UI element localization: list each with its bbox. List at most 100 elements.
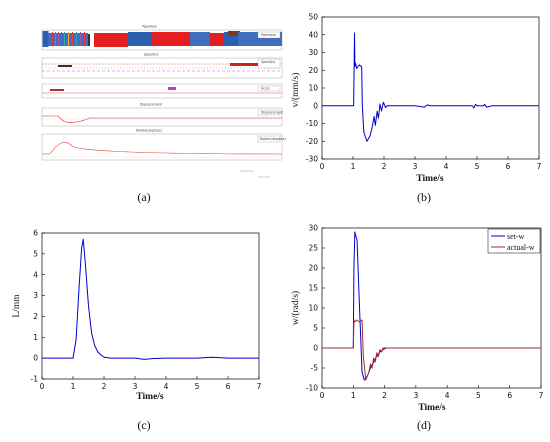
panel-c-ytick-label: 2 — [33, 312, 38, 321]
panel-c-xtick-label: 0 — [40, 382, 45, 391]
panel-a-legend — [257, 109, 281, 116]
panel-c-xtick-label: 2 — [102, 382, 107, 391]
panel-a-block — [168, 87, 176, 90]
panel-d-ticks: 0 1 2 3 4 5 6 7 -10 -5 0 5 10 15 20 25 30 — [306, 224, 544, 400]
panel-b-ytick-label: 50 — [308, 13, 318, 22]
panel-a-footer-mark — [258, 176, 270, 178]
panel-d-ytick-label: 25 — [308, 244, 318, 253]
caption-d: (d) — [417, 418, 431, 432]
panel-a-subplot-5-frame — [41, 133, 283, 161]
panel-a-bar — [128, 32, 152, 46]
panel-d-ytick-label: 20 — [308, 264, 318, 273]
panel-a-legend — [257, 31, 281, 39]
panel-a-bar — [210, 33, 224, 46]
panel-a-subplot-2: Speed(v) Speed(v) — [41, 53, 283, 79]
panel-a-subplot-3-frame — [41, 83, 283, 99]
panel-b-xtick-label: 6 — [506, 162, 511, 171]
panel-a: Pgearbox Pgearbox Spee — [41, 25, 286, 178]
panel-a-block — [58, 65, 72, 67]
panel-d-xtick-label: 3 — [413, 391, 418, 400]
panel-a-legend — [257, 135, 281, 143]
panel-a-trace — [42, 115, 282, 123]
panel-b-ytick-label: 20 — [308, 66, 318, 75]
panel-b-ytick-label: 30 — [308, 48, 318, 57]
panel-a-subplot-5: Rotate(degrees) Rotate(degrees) — [41, 129, 286, 161]
panel-a-subplot-4-frame — [41, 107, 283, 127]
panel-a-bar — [42, 31, 49, 47]
panel-a-legend-label: Speed(v) — [261, 60, 275, 64]
panel-d-ytick-label: -5 — [311, 364, 319, 373]
panel-d-xlabel: Time/s — [418, 403, 446, 413]
panel-d-ytick-label: 5 — [313, 324, 318, 333]
panel-b-ytick-label: 10 — [308, 84, 318, 93]
panel-d-ytick-label: 0 — [313, 344, 318, 353]
panel-a-bar — [228, 31, 240, 36]
panel-d-xtick-label: 2 — [382, 391, 387, 400]
panel-d-ytick-label: 15 — [308, 284, 318, 293]
panel-a-subplot-4: Displacement Displacement — [41, 103, 284, 127]
panel-a-footer-mark — [240, 170, 254, 172]
panel-d-xtick-label: 1 — [351, 391, 356, 400]
panel-a-legend-label: Rotate(degrees) — [260, 137, 286, 141]
panel-a-legend-label: Pgearbox — [261, 33, 276, 37]
panel-b-xtick-label: 4 — [444, 162, 449, 171]
panel-a-legend — [257, 85, 281, 92]
panel-a-bar — [152, 32, 190, 46]
panel-d-xtick-label: 0 — [320, 391, 325, 400]
panel-d-xtick-label: 6 — [507, 391, 512, 400]
panel-a-stripes — [52, 32, 85, 46]
panel-a-subplot-3: Accel — [41, 83, 283, 99]
panel-b-ytick-label: -10 — [306, 119, 318, 128]
panel-c-ylabel: L/mm — [12, 294, 22, 318]
panel-d-legend-label-actual-w: actual-w — [507, 243, 535, 252]
panel-c-ytick-label: 5 — [33, 249, 38, 258]
panel-b-series-line-0 — [322, 32, 539, 142]
panel-a-trace — [42, 142, 283, 155]
panel-a-subplot-5-title: Rotate(degrees) — [136, 129, 162, 133]
panel-b-xtick-label: 5 — [475, 162, 480, 171]
panel-c-ytick-label: 6 — [33, 229, 38, 238]
panel-a-block — [230, 63, 260, 66]
panel-b-xtick-label: 7 — [537, 162, 542, 171]
panel-b-ytick-label: -30 — [306, 155, 318, 164]
panel-c-ytick-label: 0 — [33, 354, 38, 363]
panel-c-xtick-label: 6 — [226, 382, 231, 391]
panel-b-ylabel: v/(mm/s) — [290, 73, 301, 108]
panel-c-xtick-label: 1 — [71, 382, 76, 391]
panel-d-xtick-label: 4 — [445, 391, 450, 400]
panel-c-xtick-label: 3 — [133, 382, 138, 391]
panel-a-subplot-1-title: Pgearbox — [142, 25, 157, 29]
caption-b: (b) — [417, 190, 431, 204]
panel-d-legend-label-set-w: set-w — [507, 232, 525, 241]
panel-a-bar — [94, 33, 128, 47]
panel-a-subplot-2-title: Speed(v) — [144, 53, 158, 57]
panel-c-axes-frame — [41, 232, 260, 380]
caption-a: (a) — [137, 190, 150, 204]
panel-c-lines — [42, 238, 259, 360]
panel-b-ytick-label: 0 — [313, 101, 318, 110]
panel-a-block — [50, 89, 64, 91]
panel-b-ytick-label: 40 — [308, 30, 318, 39]
panel-b-xtick-label: 1 — [351, 162, 356, 171]
panel-c-series-line-0 — [42, 238, 259, 360]
panel-c-xtick-label: 4 — [164, 382, 169, 391]
panel-a-legend-label: Displacement — [261, 111, 284, 115]
panel-d-legend-box — [487, 228, 541, 254]
panel-d-ylabel: w/(rad/s) — [290, 291, 301, 325]
panel-b-xtick-label: 3 — [413, 162, 418, 171]
panel-d-series-line-actual-w — [322, 319, 541, 381]
panel-c-ytick-label: 4 — [33, 270, 38, 279]
panel-d-ytick-label: 30 — [308, 224, 318, 233]
panel-b-xlabel: Time/s — [416, 174, 444, 184]
panel-d-legend: set-w actual-w — [487, 228, 541, 254]
panel-d-ytick-label: 10 — [308, 304, 318, 313]
panel-d-ytick-label: -10 — [306, 384, 318, 393]
panel-c-xtick-label: 7 — [257, 382, 262, 391]
panel-a-bar — [88, 34, 90, 46]
panel-d: 0 1 2 3 4 5 6 7 -10 -5 0 5 10 15 20 25 30 w/(rad/s) Time… — [290, 224, 544, 413]
panel-d-xtick-label: 7 — [539, 391, 544, 400]
panel-b-lines — [322, 32, 539, 142]
